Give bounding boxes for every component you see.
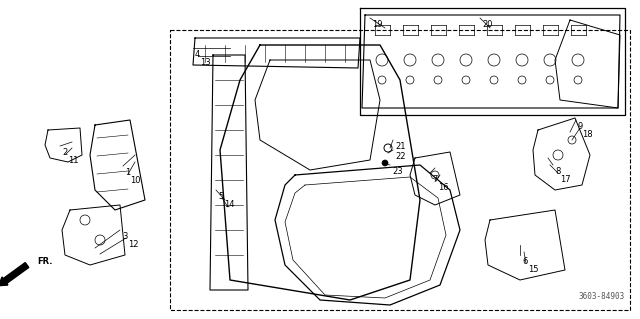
- Circle shape: [382, 160, 388, 166]
- FancyArrow shape: [0, 263, 29, 286]
- Text: 16: 16: [438, 183, 449, 192]
- Text: 9: 9: [578, 122, 583, 131]
- Text: 17: 17: [560, 175, 571, 184]
- Text: 4: 4: [195, 50, 200, 59]
- Text: 7: 7: [432, 175, 437, 184]
- Text: 23: 23: [392, 167, 403, 176]
- Text: 1: 1: [125, 168, 131, 177]
- Text: 18: 18: [582, 130, 593, 139]
- Text: 20: 20: [482, 20, 493, 29]
- Text: 3603-84903: 3603-84903: [579, 292, 625, 301]
- Text: 19: 19: [372, 20, 383, 29]
- Text: 8: 8: [555, 167, 561, 176]
- Text: 11: 11: [68, 156, 79, 165]
- Text: 13: 13: [200, 58, 211, 67]
- Text: 14: 14: [224, 200, 234, 209]
- Text: 22: 22: [395, 152, 406, 161]
- Text: 6: 6: [522, 257, 527, 266]
- Text: 12: 12: [128, 240, 138, 249]
- Text: 3: 3: [122, 232, 127, 241]
- Text: 10: 10: [130, 176, 141, 185]
- Text: FR.: FR.: [37, 256, 52, 265]
- Text: 15: 15: [528, 265, 538, 274]
- Text: 21: 21: [395, 142, 406, 151]
- Text: 5: 5: [218, 192, 223, 201]
- Text: 2: 2: [62, 148, 67, 157]
